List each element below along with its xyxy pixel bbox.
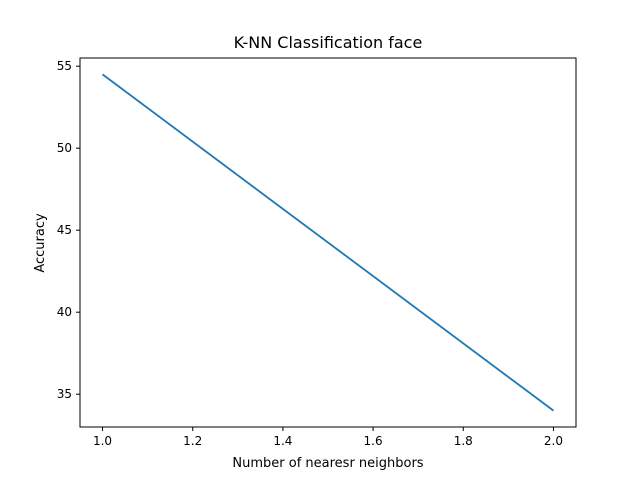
y-tick-label: 45: [57, 223, 72, 237]
x-tick-label: 1.8: [454, 434, 473, 448]
plot-area: 1.0 1.2 1.4 1.6 1.8 2.0 35 40 45 50 55: [57, 57, 577, 448]
y-tick-label: 55: [57, 59, 72, 73]
x-tick-label: 1.0: [93, 434, 112, 448]
x-tick-label: 1.6: [364, 434, 383, 448]
y-tick-label: 40: [57, 305, 72, 319]
x-axis-label: Number of nearesr neighbors: [232, 456, 423, 471]
y-tick-label: 50: [57, 141, 72, 155]
x-tick-label: 2.0: [544, 434, 563, 448]
x-tick-label: 1.4: [273, 434, 292, 448]
axes-frame: [79, 57, 577, 428]
chart-title: K-NN Classification face: [234, 33, 423, 52]
series-line-0: [102, 73, 554, 412]
y-tick-label: 35: [57, 387, 72, 401]
x-tick-label: 1.2: [183, 434, 202, 448]
y-axis-label: Accuracy: [33, 213, 48, 273]
